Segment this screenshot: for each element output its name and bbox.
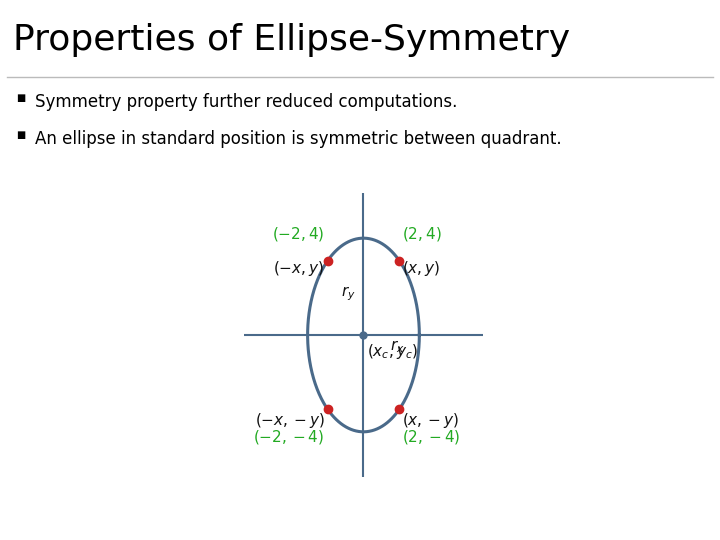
Text: An ellipse in standard position is symmetric between quadrant.: An ellipse in standard position is symme… [35,130,561,148]
Text: $(-x, y)$: $(-x, y)$ [274,259,325,278]
Text: $(-2, 4)$: $(-2, 4)$ [272,225,325,243]
Text: $(x_c, y_c)$: $(x_c, y_c)$ [367,342,418,361]
Text: $(-x, -y)$: $(-x, -y)$ [255,410,325,430]
Text: ■: ■ [16,93,25,103]
Text: $r_x$: $r_x$ [390,338,405,354]
Text: 57: 57 [331,513,348,526]
Text: Darshan Institute of Engineering & Technology: Darshan Institute of Engineering & Techn… [395,513,706,526]
Text: $(2, 4)$: $(2, 4)$ [402,225,442,243]
Text: Symmetry property further reduced computations.: Symmetry property further reduced comput… [35,93,457,111]
Text: $(-2, -4)$: $(-2, -4)$ [253,428,325,446]
Text: $(2, -4)$: $(2, -4)$ [402,428,461,446]
Text: ■: ■ [16,130,25,140]
Text: $(x, -y)$: $(x, -y)$ [402,410,459,430]
Text: Unit: 2 Graphics Primitives: Unit: 2 Graphics Primitives [16,513,193,526]
Text: $r_y$: $r_y$ [341,285,356,303]
Text: Properties of Ellipse-Symmetry: Properties of Ellipse-Symmetry [13,23,570,57]
Text: $(x, y)$: $(x, y)$ [402,259,441,278]
